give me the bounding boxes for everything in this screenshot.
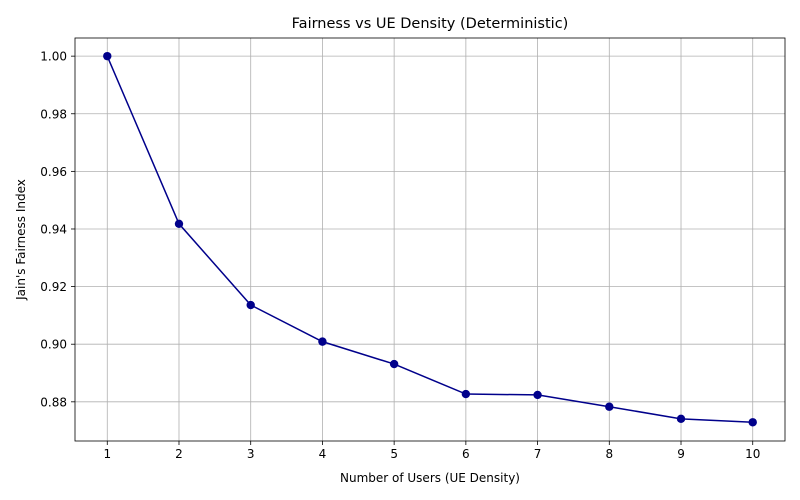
x-tick-label: 8	[605, 447, 613, 461]
y-tick-label: 1.00	[40, 50, 67, 64]
y-tick-label: 0.92	[40, 280, 67, 294]
data-point	[748, 418, 757, 427]
x-tick-label: 1	[103, 447, 111, 461]
axis-ticks: 1 2 3 4 5 6 7 8 9 10 0.88 0.90 0.92 0.94 0.96 0.98 1.00	[40, 50, 760, 461]
y-tick-label: 0.88	[40, 395, 67, 409]
data-point	[318, 337, 327, 346]
data-point	[533, 390, 542, 400]
data-point	[246, 300, 255, 310]
data-point	[461, 389, 471, 399]
y-axis-label: Jain's Fairness Index	[14, 179, 28, 301]
y-tick-label: 0.90	[40, 338, 67, 352]
y-tick-label: 0.94	[40, 222, 67, 236]
x-tick-label: 6	[462, 447, 470, 461]
series-line	[106, 55, 753, 424]
data-point	[103, 51, 112, 61]
y-tick-label: 0.98	[40, 107, 67, 121]
x-tick-label: 3	[247, 447, 255, 461]
y-tick-label: 0.96	[40, 165, 67, 179]
x-tick-label: 5	[390, 447, 398, 461]
data-point	[676, 414, 686, 424]
x-tick-label: 7	[534, 447, 542, 461]
chart-title: Fairness vs UE Density (Deterministic)	[292, 16, 569, 32]
series	[103, 51, 757, 427]
grid	[75, 38, 785, 441]
plot-frame	[74, 37, 786, 442]
x-tick-label: 2	[175, 447, 183, 461]
data-point	[174, 219, 184, 229]
x-axis-label: Number of Users (UE Density)	[340, 471, 520, 485]
data-point	[389, 359, 399, 369]
x-tick-label: 4	[319, 447, 327, 461]
data-point	[605, 402, 614, 411]
x-tick-label: 10	[745, 447, 760, 461]
x-tick-label: 9	[677, 447, 685, 461]
